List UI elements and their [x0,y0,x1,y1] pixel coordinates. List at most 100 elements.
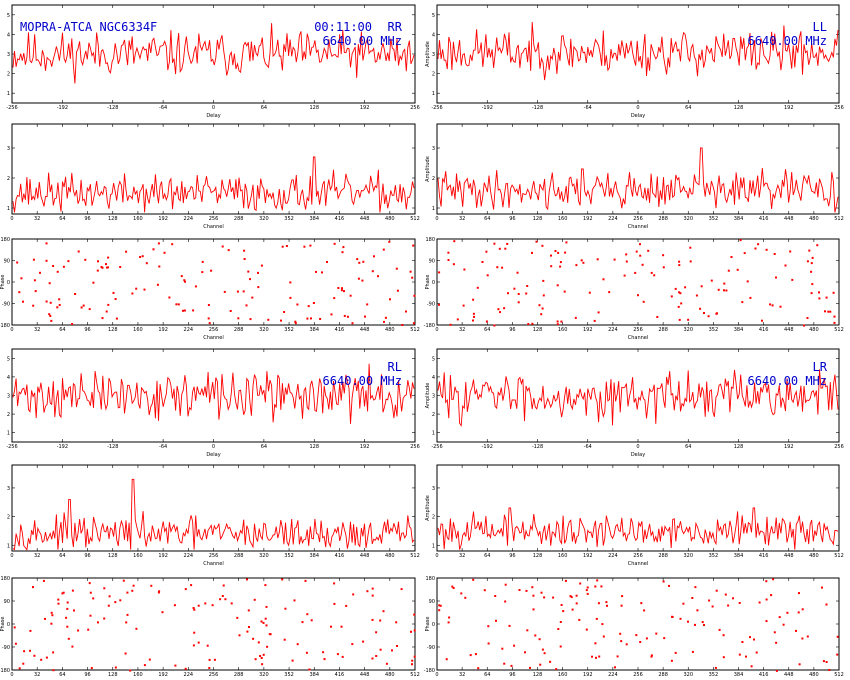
phase-point [366,590,369,593]
phase-point [371,587,374,590]
phase-point [192,309,195,312]
phase-point [125,250,128,253]
phase-point [585,589,588,592]
x-tick-label: 256 [633,672,643,678]
x-tick-label: -256 [6,444,17,450]
phase-point [396,289,399,292]
phase-point [269,633,272,636]
x-tick-label: -128 [107,105,118,111]
x-tick-label: 192 [360,444,370,450]
phase-point [717,288,720,291]
phase-point [608,291,611,294]
phase-point [119,266,122,268]
panel-rr-line-1: 0 32 64 96 128 160 192 224 256 288 320 352 384 416 448… [7,123,420,230]
x-tick-label: 224 [608,553,618,559]
phase-point [570,596,573,599]
phase-point [107,303,110,306]
phase-point [77,629,80,632]
phase-point [66,625,69,628]
phase-point [395,621,398,624]
x-tick-label: 320 [683,672,693,678]
phase-point [227,249,230,252]
phase-point [541,244,544,247]
x-tick-label: 448 [360,553,370,559]
x-tick-label: 352 [284,553,294,559]
phase-point [96,269,99,272]
x-tick-label: 192 [583,216,593,222]
x-tick-label: 384 [309,216,319,222]
phase-point [476,286,479,289]
phase-point [173,604,176,607]
phase-point [208,667,211,669]
phase-point [197,604,200,607]
phase-point [247,609,250,612]
phase-point [472,319,474,322]
x-axis-label: Delay [631,452,645,458]
phase-point [333,297,336,300]
phase-point [323,658,326,661]
phase-point [538,304,541,307]
phase-point [513,644,516,647]
phase-point [211,604,214,607]
phase-point [557,628,560,630]
phase-point [114,298,117,300]
y-tick-label: 180 [425,237,435,243]
x-tick-label: 0 [212,105,215,111]
phase-point [246,578,248,581]
phase-point [588,291,591,294]
x-tick-label: 32 [459,216,465,222]
phase-point [230,602,233,605]
phase-point [452,587,455,589]
phase-point [501,647,504,650]
phase-point [319,318,322,320]
phase-point [501,266,504,269]
phase-point [775,641,778,644]
x-axis-label: Channel [203,224,224,230]
x-tick-label: 64 [59,672,65,678]
phase-point [267,318,270,321]
phase-point [730,256,733,258]
x-tick-label: 416 [759,672,769,678]
phase-point [535,240,538,243]
x-tick-label: 448 [784,553,794,559]
y-tick-label: 2 [7,412,10,418]
plot-frame [436,123,840,215]
phase-point [310,317,312,320]
phase-point [623,274,626,277]
phase-point [131,589,134,592]
phase-point [77,250,80,253]
phase-point [653,274,656,277]
x-tick-label: 256 [633,216,643,222]
phase-point [66,601,69,604]
lr-frequency-label: 6640.00 MHz [748,374,827,388]
phase-point [696,609,699,612]
phase-point [266,645,269,648]
phase-point [586,586,589,589]
phase-point [281,245,284,248]
phase-point [559,621,562,623]
phase-point [163,251,166,254]
phase-point [148,658,151,661]
phase-point [708,599,711,602]
x-tick-label: 96 [509,216,515,222]
phase-point [115,317,118,320]
phase-point [449,323,452,326]
phase-point [586,592,589,595]
phase-point [57,598,60,601]
x-tick-label: 320 [683,327,693,333]
phase-point [124,652,127,655]
x-tick-label: 224 [184,216,194,222]
phase-point [596,258,599,261]
phase-point [472,312,475,315]
phase-point [307,305,310,308]
y-tick-label: 2 [432,412,435,418]
x-axis-label: Channel [628,335,649,341]
phase-point [679,617,682,620]
phase-point [625,253,628,256]
phase-point [361,279,364,282]
phase-point [593,319,596,322]
phase-point [635,250,638,253]
phase-point [337,287,340,289]
y-tick-label: 90 [429,599,435,605]
phase-point [51,614,54,617]
